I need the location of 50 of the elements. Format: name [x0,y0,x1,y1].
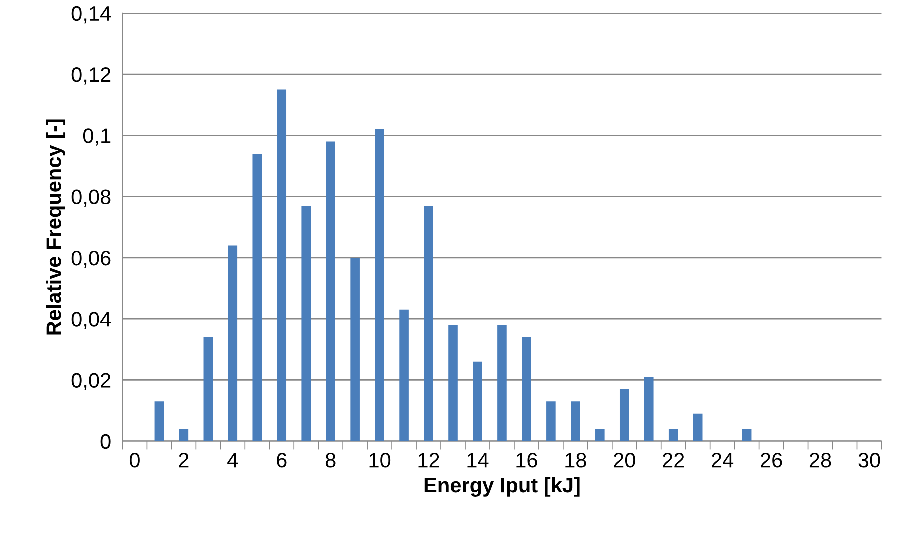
bar [571,402,580,442]
x-tick-label: 18 [566,453,586,468]
y-axis-title: Relative Frequency [-] [46,120,66,335]
bar [448,325,458,442]
bar [424,206,434,442]
bar [400,310,409,442]
x-axis-title: Energy Iput [kJ] [424,477,580,497]
bar [693,414,703,442]
y-tick-label: 0,04 [72,312,111,330]
y-tick-label: 0,02 [72,373,111,390]
bar [546,402,556,442]
x-tick-label: 22 [663,453,684,468]
bar [228,246,238,442]
x-tick-label: 26 [761,453,782,468]
x-tick-label: 28 [810,453,832,468]
x-tick-label: 16 [516,453,538,468]
x-tick-label: 20 [614,453,636,468]
x-tick-label: 14 [468,453,489,468]
x-tick-label: 8 [326,453,336,468]
bar [375,130,384,442]
x-tick-label: 12 [418,453,440,468]
bar [277,90,287,442]
bar [498,325,507,442]
bar [326,142,336,442]
y-tick-label: 0,12 [72,68,111,85]
x-tick-label: 4 [228,453,238,468]
bar [154,402,164,442]
x-tick-label: 6 [277,453,287,468]
x-tick-label: 0 [130,453,140,468]
y-tick-label: 0,06 [72,250,111,268]
bar [252,154,262,442]
bar [620,389,630,442]
bar [204,337,214,442]
bar [350,258,360,442]
y-tick-label: 0,14 [72,6,111,24]
x-tick-label: 24 [712,453,734,468]
x-tick-label: 10 [370,453,391,468]
y-tick-label: 0 [100,434,111,450]
x-tick-label: 30 [858,453,880,468]
bar [179,429,189,442]
bar [596,429,605,442]
y-tick-label: 0,1 [83,128,111,146]
bar [668,429,678,442]
bar [473,362,482,442]
bar [522,337,532,442]
bar [644,377,654,442]
y-tick-label: 0,08 [72,190,111,208]
x-tick-label: 2 [179,453,189,468]
bar [302,206,311,442]
bar [742,429,752,442]
